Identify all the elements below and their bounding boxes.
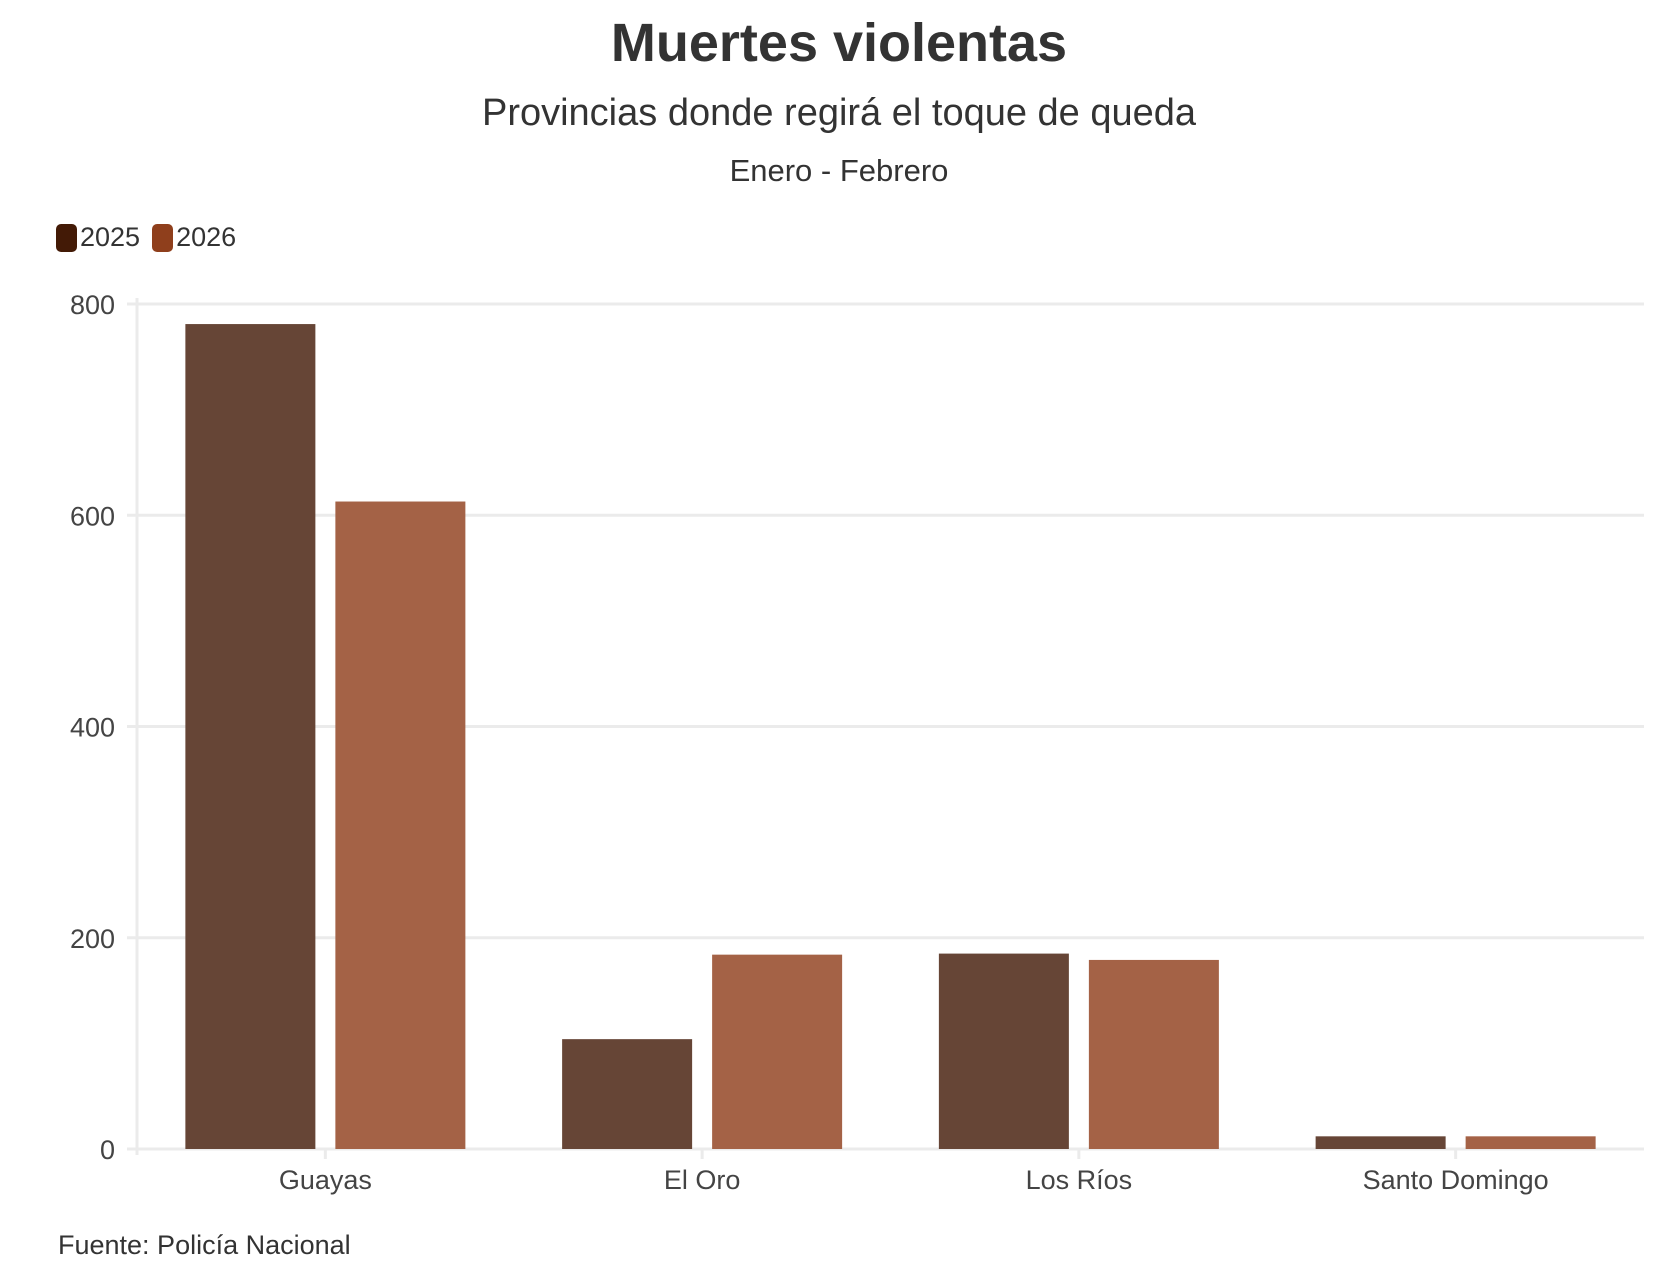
- y-tick-label: 0: [100, 1135, 115, 1165]
- y-tick-label: 800: [70, 290, 115, 320]
- bar-2025: [562, 1039, 693, 1149]
- x-tick-label: Los Ríos: [1026, 1165, 1133, 1195]
- bar-2025: [1315, 1136, 1446, 1149]
- bar-2025: [185, 324, 316, 1150]
- chart-title: Muertes violentas: [610, 13, 1068, 73]
- y-tick-label: 600: [70, 501, 115, 531]
- x-tick-label: Guayas: [279, 1165, 372, 1195]
- legend-swatch-2025: [56, 223, 77, 252]
- legend-item-2026[interactable]: 2026: [152, 222, 236, 253]
- legend-item-2025[interactable]: 2025: [56, 222, 140, 253]
- x-tick-label: El Oro: [664, 1165, 741, 1195]
- legend-label-2026: 2026: [176, 222, 237, 252]
- source-note: Fuente: Policía Nacional: [58, 1230, 351, 1260]
- chart-subtitle: Provincias donde regirá el toque de qued…: [481, 92, 1197, 134]
- bar-2026: [1465, 1136, 1596, 1149]
- bar-2026: [1088, 959, 1219, 1149]
- bar-2026: [712, 954, 843, 1149]
- legend-label-2025: 2025: [80, 222, 141, 252]
- bar-2025: [938, 953, 1069, 1149]
- legend-swatch-2026: [152, 223, 174, 252]
- chart-period: Enero - Febrero: [729, 153, 949, 188]
- x-tick-label: Santo Domingo: [1363, 1165, 1549, 1195]
- legend: 2025 2026: [56, 222, 248, 253]
- y-tick-label: 200: [70, 924, 115, 954]
- y-tick-label: 400: [70, 713, 115, 743]
- bar-2026: [335, 501, 466, 1149]
